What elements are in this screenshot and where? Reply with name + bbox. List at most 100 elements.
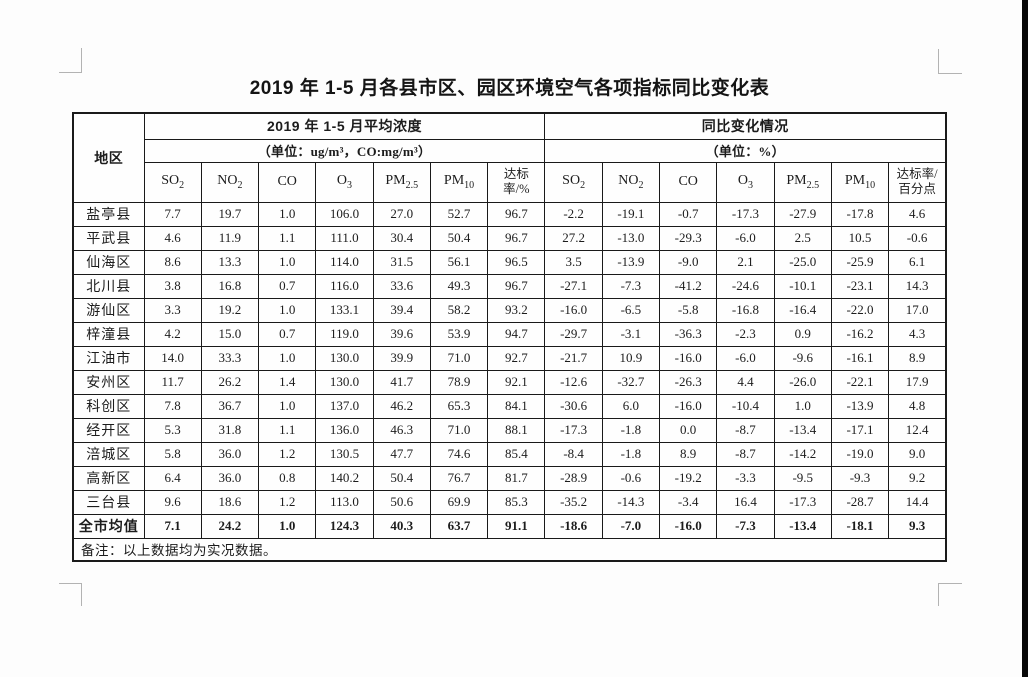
value-cell: -24.6: [716, 273, 775, 299]
value-cell: 88.1: [487, 417, 546, 443]
value-cell: -1.8: [601, 441, 661, 467]
value-cell: 1.0: [258, 345, 317, 371]
value-cell: -9.0: [659, 249, 718, 275]
pollutant-header: NO2: [200, 161, 260, 203]
value-cell: 78.9: [429, 369, 489, 395]
value-cell: 19.2: [200, 297, 260, 323]
region-cell: 安州区: [72, 369, 145, 395]
value-cell: -18.6: [544, 513, 603, 539]
right-edge-strip: [1022, 0, 1028, 677]
value-cell: 46.2: [372, 393, 431, 419]
value-cell: 0.7: [258, 273, 317, 299]
value-cell: 140.2: [315, 465, 374, 491]
value-cell: 2.5: [773, 225, 832, 251]
value-cell: -25.0: [773, 249, 832, 275]
value-cell: 4.4: [716, 369, 775, 395]
value-cell: 76.7: [429, 465, 489, 491]
value-cell: 2.1: [716, 249, 775, 275]
value-cell: -13.9: [830, 393, 890, 419]
region-cell: 经开区: [72, 417, 145, 443]
value-cell: -13.4: [773, 513, 832, 539]
crop-mark-top-right: [938, 49, 962, 74]
value-cell: 12.4: [888, 417, 947, 443]
value-cell: 0.8: [258, 465, 317, 491]
value-cell: 92.1: [487, 369, 546, 395]
pollutant-header: NO2: [601, 161, 661, 203]
value-cell: -2.3: [716, 321, 775, 347]
value-cell: 113.0: [315, 489, 374, 515]
value-cell: 33.6: [372, 273, 431, 299]
table-row: 安州区 11.7 26.2 1.4 130.0 41.7 78.9 92.1 -12.6 -32.…: [72, 369, 947, 395]
value-cell: -5.8: [659, 297, 718, 323]
value-cell: 3.8: [143, 273, 202, 299]
region-cell: 全市均值: [72, 513, 145, 539]
value-cell: 7.7: [143, 201, 202, 227]
value-cell: 85.3: [487, 489, 546, 515]
value-cell: 116.0: [315, 273, 374, 299]
value-cell: -16.0: [659, 393, 718, 419]
value-cell: 96.7: [487, 273, 546, 299]
value-cell: 96.5: [487, 249, 546, 275]
value-cell: 19.7: [200, 201, 260, 227]
table-row: 三台县 9.6 18.6 1.2 113.0 50.6 69.9 85.3 -35.2 -14.3…: [72, 489, 947, 515]
value-cell: -3.4: [659, 489, 718, 515]
value-cell: 84.1: [487, 393, 546, 419]
value-cell: 16.4: [716, 489, 775, 515]
value-cell: 36.7: [200, 393, 260, 419]
value-cell: 14.3: [888, 273, 947, 299]
value-cell: 1.0: [258, 201, 317, 227]
value-cell: 17.9: [888, 369, 947, 395]
value-cell: 14.4: [888, 489, 947, 515]
crop-mark-bottom-right: [938, 583, 962, 606]
value-cell: -16.0: [659, 345, 718, 371]
page-title: 2019 年 1-5 月各县市区、园区环境空气各项指标同比变化表: [249, 78, 770, 99]
value-cell: -8.4: [544, 441, 603, 467]
pollutant-header: CO: [258, 161, 317, 203]
pollutant-header: CO: [659, 161, 718, 203]
region-cell: 盐亭县: [72, 201, 145, 227]
value-cell: -13.4: [773, 417, 832, 443]
value-cell: -16.2: [830, 321, 890, 347]
value-cell: -27.1: [544, 273, 603, 299]
table-row: 平武县 4.6 11.9 1.1 111.0 30.4 50.4 96.7 27.2 -13.0-…: [72, 225, 947, 251]
value-cell: -13.0: [601, 225, 661, 251]
value-cell: 36.0: [200, 465, 260, 491]
value-cell: 24.2: [200, 513, 260, 539]
value-cell: 111.0: [315, 225, 374, 251]
value-cell: 133.1: [315, 297, 374, 323]
note-row: 备注：以上数据均为实况数据。: [72, 537, 947, 562]
pollutant-header: O3: [315, 161, 374, 203]
value-cell: 58.2: [429, 297, 489, 323]
value-cell: -14.3: [601, 489, 661, 515]
value-cell: 1.0: [258, 249, 317, 275]
crop-mark-bottom-left: [59, 583, 82, 606]
value-cell: -3.3: [716, 465, 775, 491]
value-cell: -41.2: [659, 273, 718, 299]
value-cell: 13.3: [200, 249, 260, 275]
change-group-header: 同比变化情况: [544, 112, 947, 140]
region-cell: 三台县: [72, 489, 145, 515]
table-row: 经开区 5.3 31.8 1.1 136.0 46.3 71.0 88.1 -17.3 -1.8 0…: [72, 417, 947, 443]
value-cell: 16.8: [200, 273, 260, 299]
air-quality-table: 地区 2019 年 1-5 月平均浓度 同比变化情况 （单位：ug/m³，CO:…: [72, 112, 947, 562]
pollutant-header: PM10: [830, 161, 890, 203]
value-cell: 31.8: [200, 417, 260, 443]
value-cell: 74.6: [429, 441, 489, 467]
value-cell: -27.9: [773, 201, 832, 227]
value-cell: -28.7: [830, 489, 890, 515]
value-cell: 56.1: [429, 249, 489, 275]
region-cell: 涪城区: [72, 441, 145, 467]
value-cell: -32.7: [601, 369, 661, 395]
region-cell: 江油市: [72, 345, 145, 371]
value-cell: -19.1: [601, 201, 661, 227]
value-cell: 47.7: [372, 441, 431, 467]
pollutant-header: SO2: [143, 161, 202, 203]
value-cell: 1.0: [258, 393, 317, 419]
value-cell: -6.0: [716, 225, 775, 251]
value-cell: 27.0: [372, 201, 431, 227]
value-cell: 50.4: [372, 465, 431, 491]
region-header-cell: 地区: [72, 112, 145, 203]
value-cell: 6.0: [601, 393, 661, 419]
concentration-group-header: 2019 年 1-5 月平均浓度: [143, 112, 546, 140]
table-row: 仙海区 8.6 13.3 1.0 114.0 31.5 56.1 96.5 3.5 -13.9 -9…: [72, 249, 947, 275]
